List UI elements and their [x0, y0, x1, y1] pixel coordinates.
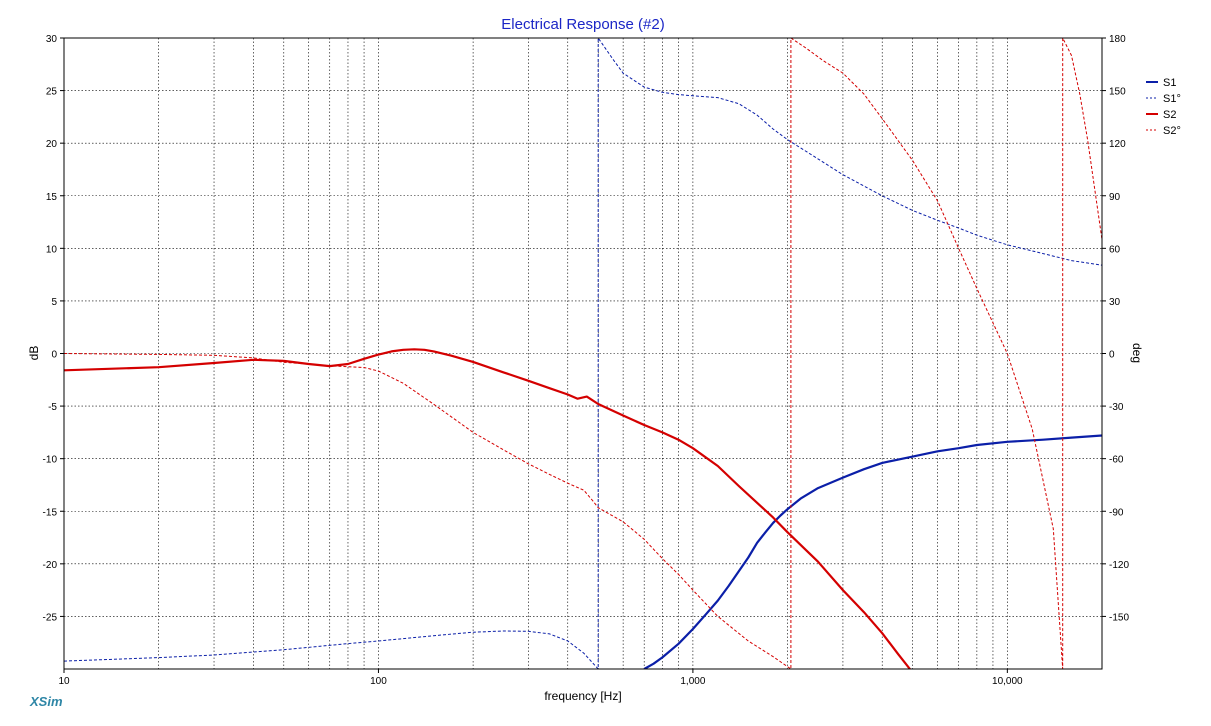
y2-tick-label: -120	[1109, 560, 1129, 571]
x-tick-label: 1,000	[680, 676, 705, 687]
y-tick-label: 5	[51, 297, 57, 308]
x-axis-label: frequency [Hz]	[544, 689, 621, 703]
series-layer	[64, 38, 1102, 669]
series-line-s2	[64, 348, 911, 669]
y2-tick-label: -150	[1109, 612, 1129, 623]
x-tick-label: 10,000	[992, 676, 1023, 687]
series-line-s2-phase	[64, 38, 1102, 669]
y2-tick-label: 30	[1109, 297, 1121, 308]
legend-label: S1°	[1163, 93, 1181, 105]
y-tick-label: -25	[43, 612, 58, 623]
y2-tick-label: -90	[1109, 507, 1124, 518]
y2-tick-label: -30	[1109, 402, 1124, 413]
series-line-s1-phase	[64, 38, 1102, 669]
y-tick-label: -10	[43, 455, 58, 466]
legend: S1 S1° S2 S2°	[1146, 77, 1181, 137]
axes: 30 25 20 15 10 5 0 -5 -10 -15 -20 -25 180 150 120 90 60 3…	[43, 34, 1130, 687]
xsim-watermark: XSim	[30, 694, 63, 709]
y2-axis-label: deg	[1130, 343, 1144, 363]
grid	[64, 38, 1102, 669]
y-tick-label: -20	[43, 560, 58, 571]
y-tick-label: 0	[51, 350, 57, 361]
y2-tick-label: 180	[1109, 34, 1126, 45]
y-axis-label: dB	[27, 346, 41, 361]
series-line-s1	[643, 434, 1102, 669]
y-tick-label: 20	[46, 139, 58, 150]
x-tick-label: 10	[58, 676, 70, 687]
y2-tick-label: -60	[1109, 455, 1124, 466]
y-tick-label: -5	[48, 402, 57, 413]
chart-title: Electrical Response (#2)	[501, 16, 664, 33]
y-tick-label: 10	[46, 244, 58, 255]
y-tick-label: 30	[46, 34, 58, 45]
y2-tick-label: 90	[1109, 192, 1121, 203]
y2-tick-label: 0	[1109, 350, 1115, 361]
y2-tick-label: 120	[1109, 139, 1126, 150]
y2-tick-label: 150	[1109, 87, 1126, 98]
legend-label: S2	[1163, 109, 1176, 121]
legend-label: S1	[1163, 77, 1176, 89]
y-tick-label: 25	[46, 87, 58, 98]
y-tick-label: 15	[46, 192, 58, 203]
y-tick-label: -15	[43, 507, 58, 518]
legend-label: S2°	[1163, 125, 1181, 137]
x-tick-label: 100	[370, 676, 387, 687]
y2-tick-label: 60	[1109, 244, 1121, 255]
